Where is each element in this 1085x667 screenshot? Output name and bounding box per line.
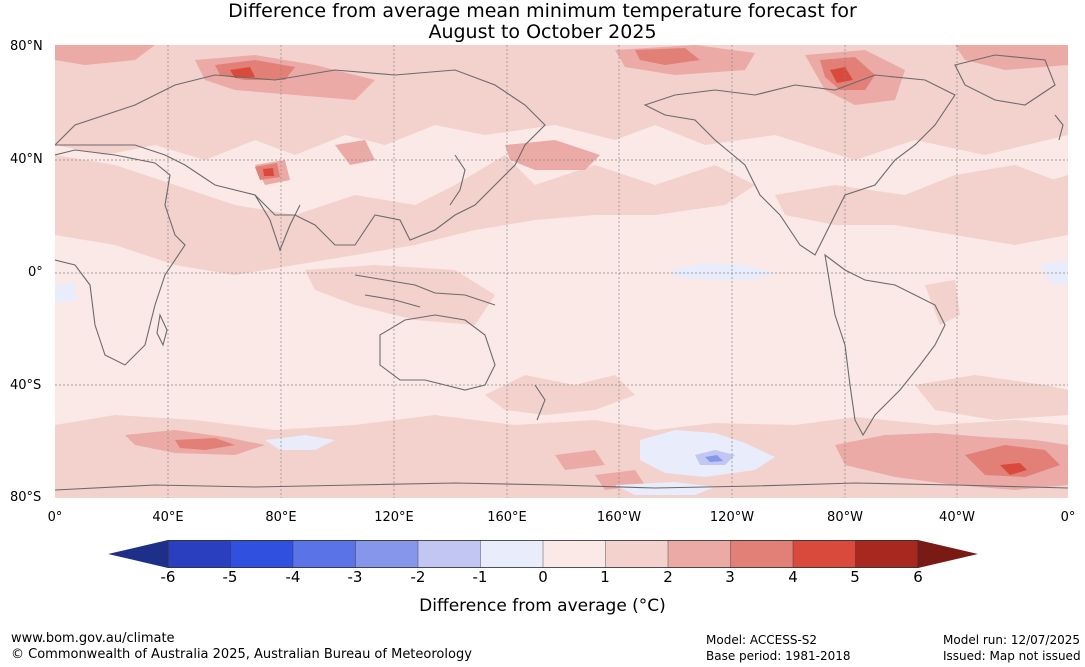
lon-label-160e: 160°E — [487, 510, 527, 525]
colorbar-tick: -6 — [160, 568, 176, 586]
colorbar-tick: 3 — [725, 568, 735, 586]
footer-model: Model: ACCESS-S2 — [706, 633, 818, 647]
lat-label-80n: 80°N — [10, 39, 43, 54]
footer-model-run: Model run: 12/07/2025 — [943, 633, 1081, 647]
footer-base-period: Base period: 1981-2018 — [706, 649, 851, 663]
lat-label-40n: 40°N — [10, 152, 43, 167]
lat-label-0: 0° — [28, 265, 43, 280]
colorbar-segment — [292, 539, 357, 569]
colorbar-title: Difference from average (°C) — [419, 596, 666, 616]
colorbar-segments — [108, 539, 978, 569]
colorbar-segment — [480, 539, 544, 569]
lon-label-120e: 120°E — [374, 510, 414, 525]
colorbar-segment — [605, 539, 669, 569]
lon-label-120w: 120°W — [709, 510, 755, 525]
colorbar-extend-low — [108, 540, 168, 568]
map-title-line1: Difference from average mean minimum tem… — [228, 0, 857, 22]
map-title-line2: August to October 2025 — [428, 21, 657, 43]
footer-url[interactable]: www.bom.gov.au/climate — [11, 631, 175, 646]
colorbar-segment — [167, 539, 232, 569]
colorbar-tick: 4 — [788, 568, 798, 586]
colorbar-tick: -4 — [285, 568, 301, 586]
anomaly-4-5-regions — [230, 67, 1027, 475]
colorbar-segment — [792, 539, 857, 569]
lon-label-80w: 80°W — [827, 510, 863, 525]
lon-label-0-left: 0° — [47, 510, 63, 525]
colorbar — [108, 539, 978, 569]
colorbar-segment — [230, 539, 294, 569]
lat-label-40s: 40°S — [10, 378, 42, 393]
lat-label-80s: 80°S — [10, 490, 42, 505]
colorbar-segment — [417, 539, 482, 569]
coastlines — [55, 54, 1068, 491]
anomaly-negative-regions — [55, 260, 1068, 495]
colorbar-segment — [667, 539, 732, 569]
lon-label-160w: 160°W — [596, 510, 642, 525]
colorbar-tick: 2 — [663, 568, 673, 586]
footer-issued: Issued: Map not issued — [943, 649, 1081, 663]
colorbar-tick: 0 — [538, 568, 548, 586]
colorbar-extend-high — [918, 540, 978, 568]
colorbar-tick: -2 — [410, 568, 426, 586]
colorbar-tick: 1 — [600, 568, 610, 586]
lon-label-40e: 40°E — [152, 510, 184, 525]
lon-label-0-right: 0° — [1060, 510, 1076, 525]
forecast-map — [55, 45, 1068, 498]
footer-copyright: © Commonwealth of Australia 2025, Austra… — [11, 647, 472, 662]
colorbar-tick: -5 — [222, 568, 238, 586]
colorbar-tick: -1 — [472, 568, 488, 586]
lon-label-40w: 40°W — [939, 510, 975, 525]
colorbar-segment — [855, 539, 919, 569]
colorbar-tick: 5 — [850, 568, 860, 586]
map-gridlines — [55, 45, 1068, 498]
colorbar-tick: 6 — [913, 568, 923, 586]
colorbar-segment — [730, 539, 794, 569]
colorbar-tick: -3 — [347, 568, 363, 586]
colorbar-segment — [355, 539, 419, 569]
colorbar-segment — [542, 539, 607, 569]
lon-label-80e: 80°E — [265, 510, 297, 525]
